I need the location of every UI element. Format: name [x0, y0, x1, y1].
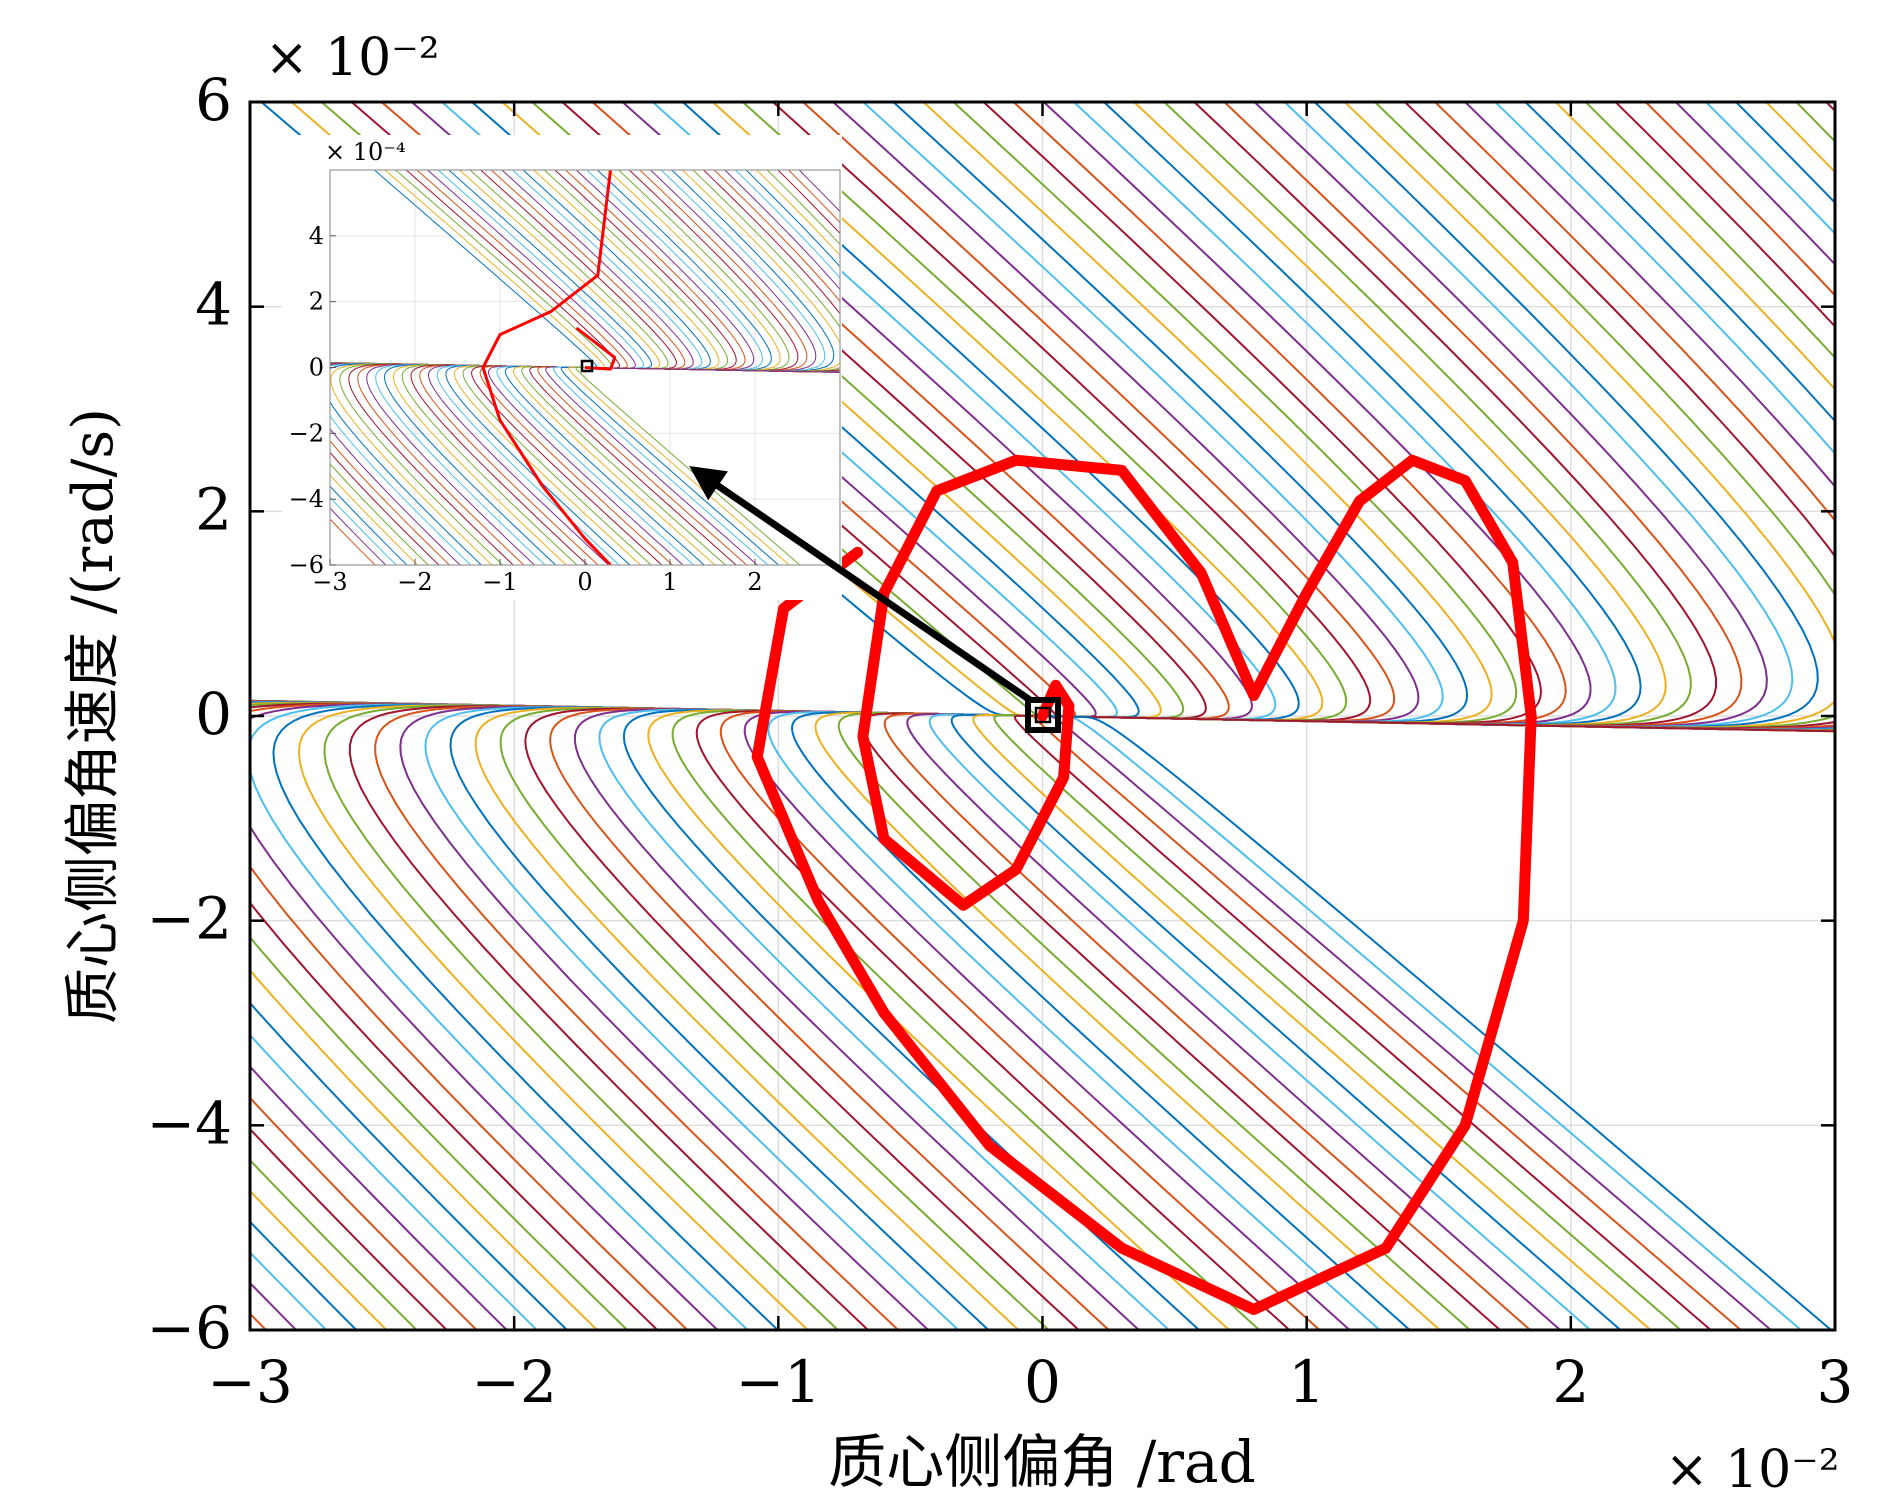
y-tick-label: −2 — [147, 885, 233, 953]
inset-x-tick-label: −2 — [397, 568, 432, 596]
inset-y-tick-label: 0 — [309, 354, 324, 382]
x-axis-title: 质心侧偏角 /rad — [828, 1428, 1255, 1496]
inset-zoom-plot: −3 −2 −1 0 1 2 −6 −4 −2 0 2 4 × 10⁻⁴ — [282, 135, 842, 600]
x-tick-label: −1 — [736, 1348, 822, 1416]
x-tick-label: 1 — [1288, 1348, 1325, 1416]
y-multiplier: × 10⁻² — [265, 28, 440, 88]
inset-x-tick-label: 2 — [747, 568, 762, 596]
main-ticks: −3 −2 −1 0 1 2 3 −6 −4 −2 0 2 4 6 — [147, 66, 1854, 1416]
x-multiplier: × 10⁻² — [1665, 1440, 1840, 1500]
y-tick-label: 2 — [195, 475, 232, 543]
zoom-arrow — [689, 466, 1032, 703]
inset-highlight-line — [481, 170, 612, 565]
highlighted-trajectory — [751, 454, 1537, 1315]
y-tick-label: −6 — [147, 1294, 233, 1362]
inset-y-tick-label: −4 — [289, 485, 324, 513]
y-tick-label: 4 — [195, 271, 232, 339]
inset-x-tick-label: 0 — [577, 568, 592, 596]
x-tick-label: 0 — [1024, 1348, 1061, 1416]
inset-x-tick-label: −3 — [312, 568, 347, 596]
inset-y-tick-label: −6 — [289, 551, 324, 579]
inset-x-tick-label: −1 — [482, 568, 517, 596]
trajectory-line — [1059, 102, 1835, 733]
x-tick-label: −2 — [471, 1348, 557, 1416]
y-axis-title: 质心侧偏角速度 /(rad/s) — [61, 408, 126, 1024]
inset-ticks: −3 −2 −1 0 1 2 −6 −4 −2 0 2 4 — [289, 222, 763, 596]
inset-y-tick-label: 2 — [309, 288, 324, 316]
inset-y-tick-label: 4 — [309, 222, 324, 250]
y-tick-label: −4 — [147, 1089, 233, 1157]
inset-highlight-line — [575, 326, 617, 371]
y-tick-label: 0 — [195, 680, 232, 748]
inset-y-tick-label: −2 — [289, 419, 324, 447]
inset-x-tick-label: 1 — [662, 568, 677, 596]
x-tick-label: 3 — [1817, 1348, 1854, 1416]
x-tick-label: 2 — [1552, 1348, 1589, 1416]
inset-highlighted-trajectory — [481, 170, 617, 565]
y-tick-label: 6 — [195, 66, 232, 134]
highlight-trajectory-line — [751, 454, 1537, 1315]
x-tick-label: −3 — [207, 1348, 293, 1416]
inset-multiplier: × 10⁻⁴ — [325, 138, 406, 166]
zoom-box-marker — [1025, 697, 1061, 733]
inset-origin-marker — [580, 359, 594, 373]
zoom-box-marker-inner — [1034, 706, 1052, 724]
